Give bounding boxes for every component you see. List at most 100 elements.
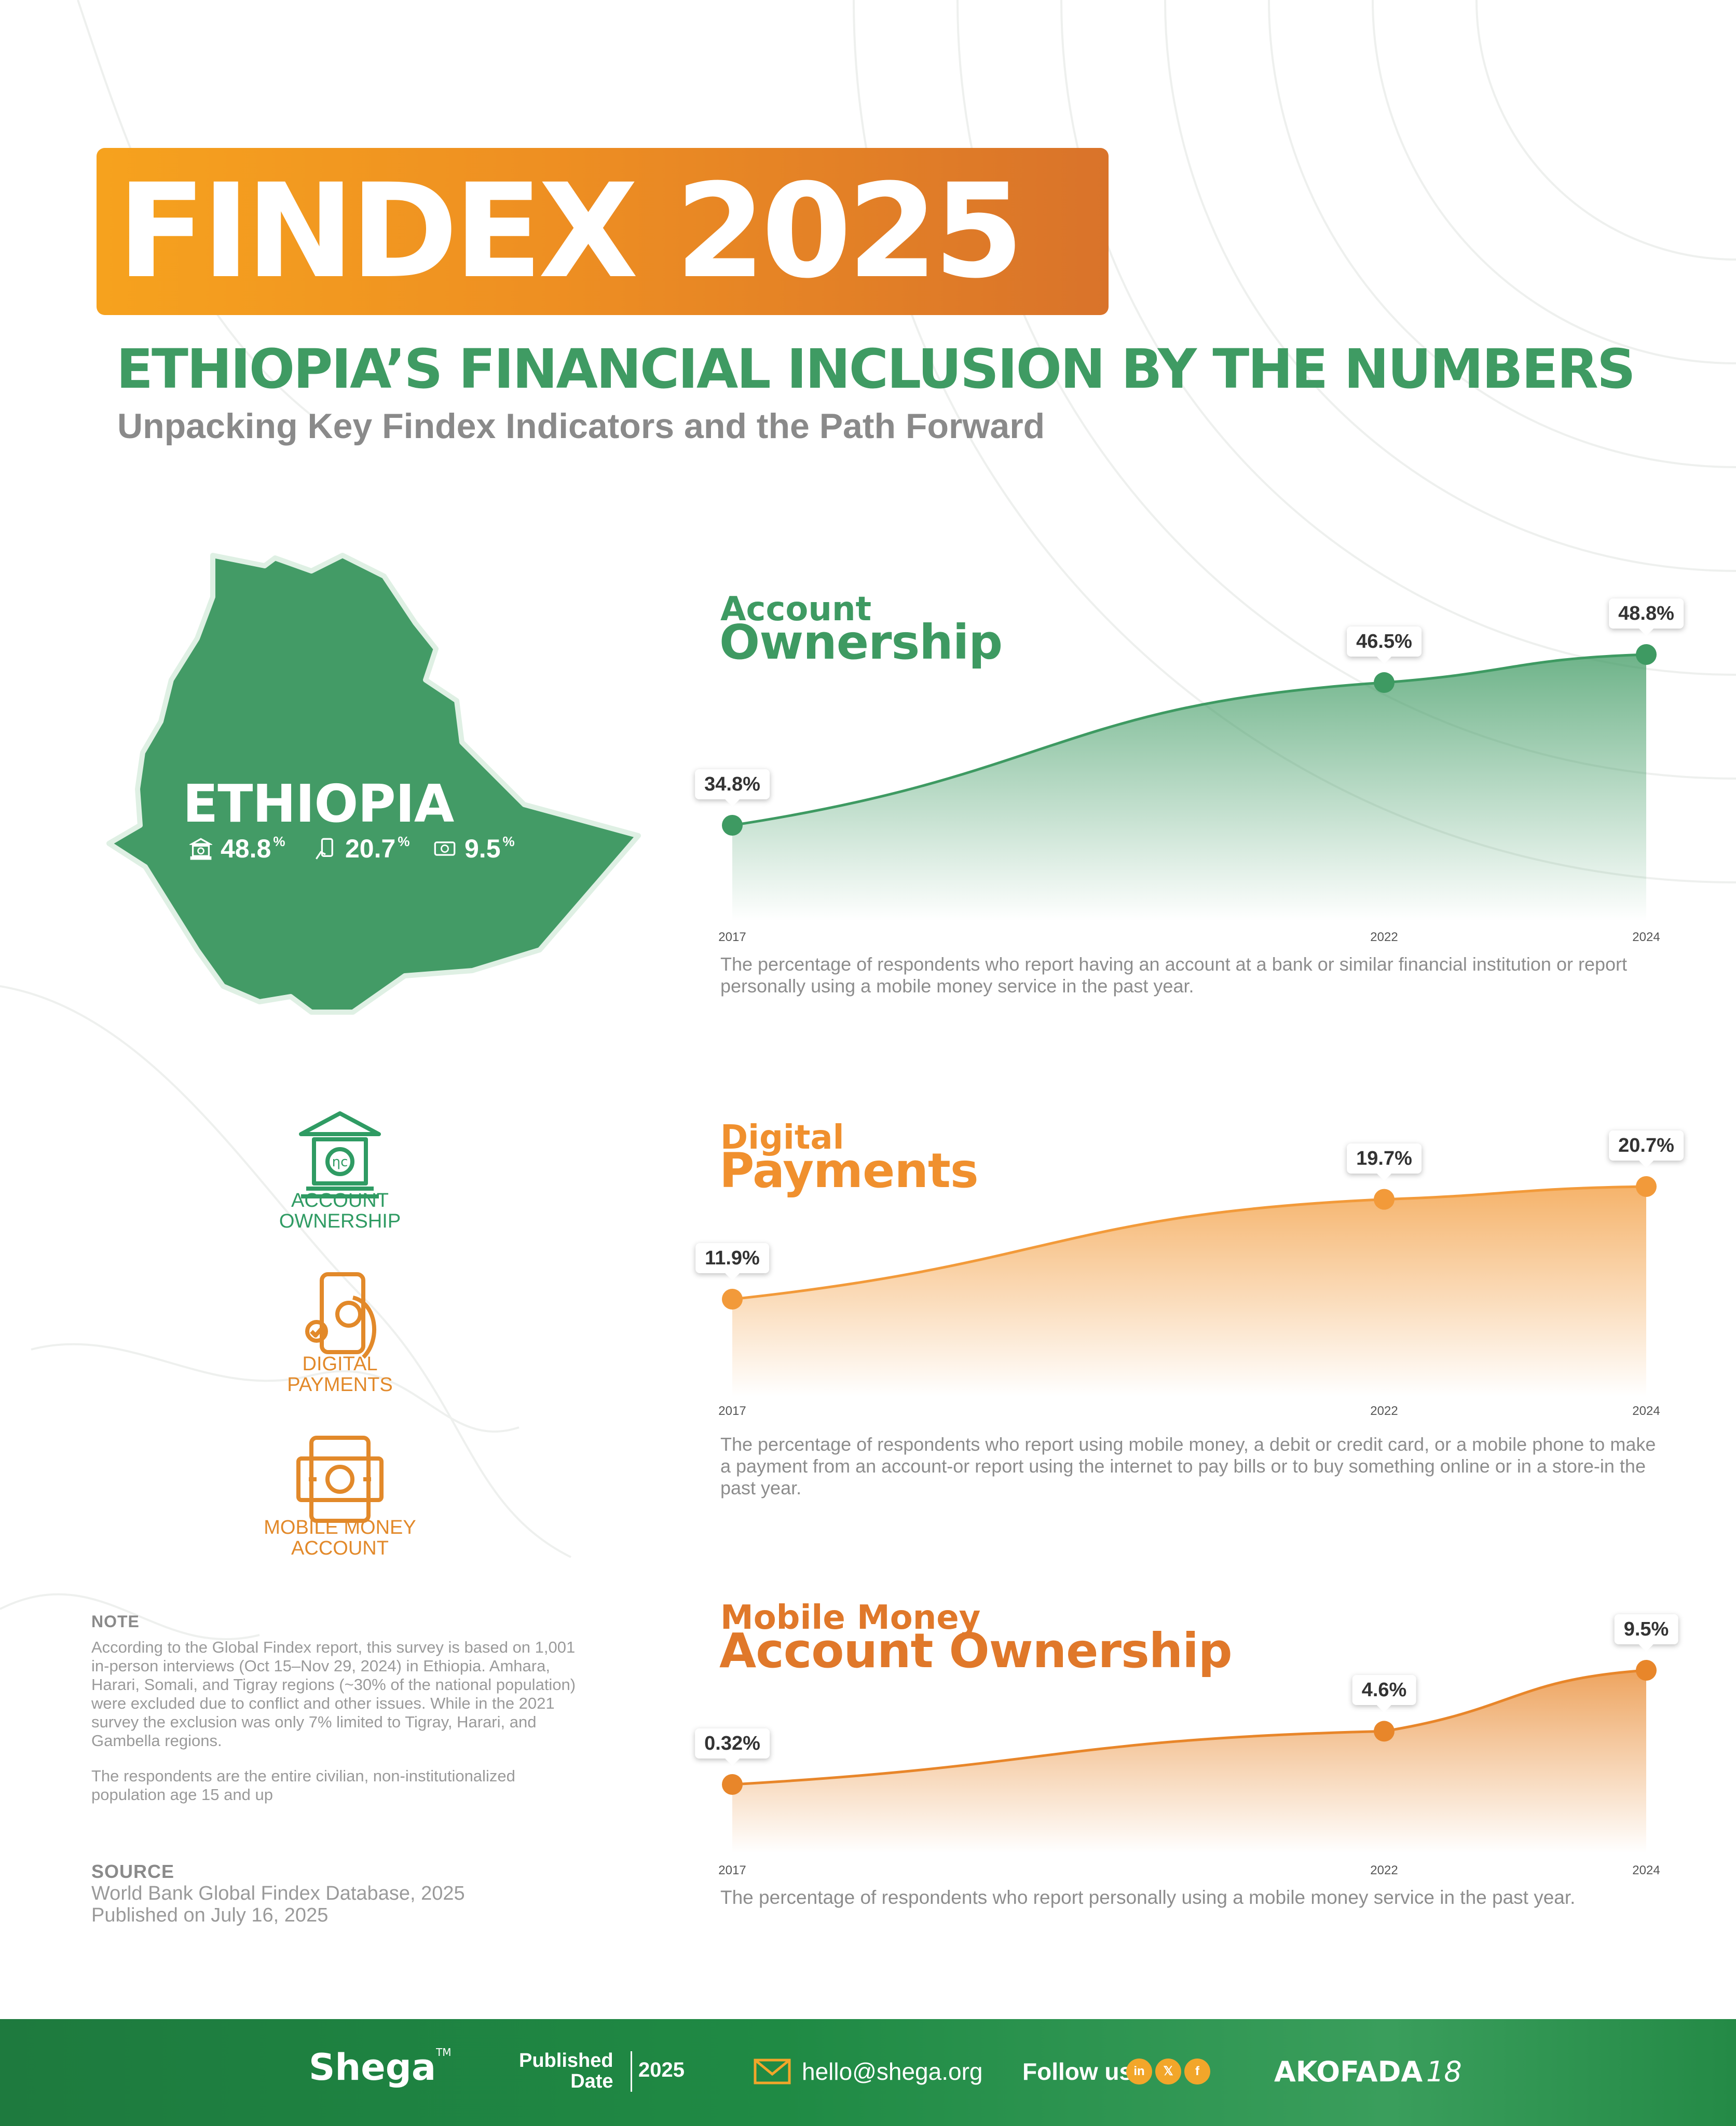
- chart-title: Account Ownership: [719, 1623, 1233, 1679]
- data-label: 48.8%: [1609, 598, 1684, 636]
- data-point: [722, 1774, 743, 1795]
- footer: ShegaTM Published Date 2025 hello@shega.…: [0, 2019, 1736, 2126]
- data-label: 0.32%: [695, 1728, 770, 1766]
- subheadline: Unpacking Key Findex Indicators and the …: [117, 406, 1045, 446]
- legend-label-line: PAYMENTS: [287, 1374, 393, 1396]
- map-country-name: ETHIOPIA: [183, 773, 454, 834]
- data-point: [1636, 1660, 1657, 1681]
- bank-icon: ηc: [299, 1111, 381, 1198]
- x-tick-label: 2017: [718, 1863, 746, 1877]
- x-tick-label: 2022: [1370, 930, 1398, 944]
- follow-label: Follow us: [1022, 2058, 1133, 2085]
- chart-title: Payments: [719, 1143, 979, 1198]
- area-fill: [732, 1670, 1646, 1853]
- linkedin-icon[interactable]: in: [1126, 2059, 1152, 2084]
- partner-number: 18: [1426, 2055, 1462, 2088]
- note-paragraph: The respondents are the entire civilian,…: [91, 1767, 515, 1804]
- data-point: [1636, 1176, 1657, 1197]
- x-tick-label: 2022: [1370, 1863, 1398, 1877]
- published-year: 2025: [638, 2059, 685, 2081]
- x-tick-label: 2024: [1632, 1404, 1660, 1418]
- data-point: [1636, 644, 1657, 665]
- note-heading: NOTE: [91, 1612, 140, 1631]
- bank-icon: [189, 838, 212, 860]
- map-stat-unit: %: [273, 833, 285, 849]
- area-fill: [732, 655, 1646, 921]
- note-paragraph: According to the Global Findex report, t…: [91, 1638, 576, 1750]
- data-label: 34.8%: [695, 769, 770, 807]
- legend-label-line: ACCOUNT: [291, 1190, 389, 1211]
- data-point: [722, 815, 743, 836]
- legend-label-line: ACCOUNT: [291, 1537, 389, 1559]
- map-stat-digital: 20.7%: [314, 833, 409, 864]
- partner-logo: AKOFADA: [1274, 2055, 1423, 2088]
- chart-title: Digital: [720, 1119, 844, 1157]
- banner-title: FINDEX 2025: [117, 156, 1024, 307]
- data-point: [1374, 672, 1395, 693]
- divider: [631, 2051, 632, 2092]
- legend-label-digital: DIGITAL PAYMENTS: [210, 1354, 470, 1395]
- svg-text:ηc: ηc: [332, 1154, 348, 1170]
- chart-description: The percentage of respondents who report…: [720, 953, 1628, 997]
- legend-label-line: OWNERSHIP: [279, 1210, 401, 1232]
- data-point: [1374, 1721, 1395, 1742]
- legend-label-line: MOBILE MONEY: [264, 1517, 416, 1538]
- map-stat-value: 9.5: [464, 834, 501, 863]
- data-label: 19.7%: [1347, 1143, 1421, 1181]
- map-stat-unit: %: [502, 833, 515, 849]
- map-stat-value: 20.7: [345, 834, 396, 863]
- series-line: [732, 1185, 1647, 1301]
- chart-title: Mobile Money: [720, 1599, 981, 1637]
- map-stat-value: 48.8: [221, 834, 271, 863]
- data-label: 4.6%: [1352, 1675, 1416, 1713]
- chart-description: The percentage of respondents who report…: [720, 1434, 1656, 1498]
- source-line: Published on July 16, 2025: [91, 1904, 329, 1926]
- title-banner: FINDEX 2025: [97, 148, 1109, 315]
- legend-label-account: ACCOUNT OWNERSHIP: [210, 1190, 470, 1232]
- mail-icon: [754, 2059, 791, 2084]
- money-icon: [296, 1436, 384, 1523]
- x-tick-label: 2024: [1632, 1863, 1660, 1877]
- brand-logo[interactable]: ShegaTM: [309, 2046, 452, 2089]
- brand-name: Shega: [309, 2046, 436, 2089]
- area-fill: [732, 1187, 1646, 1396]
- map-stat-account: 48.8%: [189, 833, 285, 864]
- series-line: [732, 653, 1647, 827]
- x-tick-label: 2022: [1370, 1404, 1398, 1418]
- chart-title: Account: [720, 590, 872, 629]
- headline: ETHIOPIA’S FINANCIAL INCLUSION BY THE NU…: [116, 337, 1636, 401]
- money-icon: [434, 841, 456, 856]
- phone-payment-icon: [305, 1272, 376, 1359]
- data-label: 20.7%: [1609, 1130, 1684, 1168]
- x-tick-label: 2017: [718, 1404, 746, 1418]
- data-label: 11.9%: [695, 1243, 769, 1280]
- published-line: Date: [570, 2070, 613, 2092]
- phone-payment-icon: [316, 838, 333, 860]
- map-stat-mobile-money: 9.5%: [433, 833, 515, 864]
- data-point: [722, 1289, 743, 1310]
- x-tick-label: 2024: [1632, 930, 1660, 944]
- chart-title: Ownership: [719, 615, 1003, 670]
- email-link[interactable]: hello@shega.org: [802, 2058, 983, 2085]
- legend-label-line: DIGITAL: [302, 1353, 378, 1375]
- published-line: Published: [519, 2050, 613, 2072]
- source-line: World Bank Global Findex Database, 2025: [91, 1883, 465, 1904]
- data-label: 46.5%: [1347, 626, 1421, 664]
- series-line: [732, 1669, 1647, 1786]
- chart-description: The percentage of respondents who report…: [720, 1887, 1576, 1908]
- map-stat-unit: %: [398, 833, 410, 849]
- data-label: 9.5%: [1614, 1614, 1678, 1652]
- source-heading: SOURCE: [91, 1861, 175, 1882]
- facebook-icon[interactable]: f: [1184, 2059, 1210, 2084]
- x-tick-label: 2017: [718, 930, 746, 944]
- data-point: [1374, 1189, 1395, 1210]
- ethiopia-map: [106, 553, 641, 1015]
- brand-tm: TM: [436, 2046, 452, 2059]
- x-icon[interactable]: 𝕏: [1155, 2059, 1181, 2084]
- legend-label-mobile-money: MOBILE MONEY ACCOUNT: [210, 1517, 470, 1559]
- published-label: Published Date: [519, 2050, 613, 2092]
